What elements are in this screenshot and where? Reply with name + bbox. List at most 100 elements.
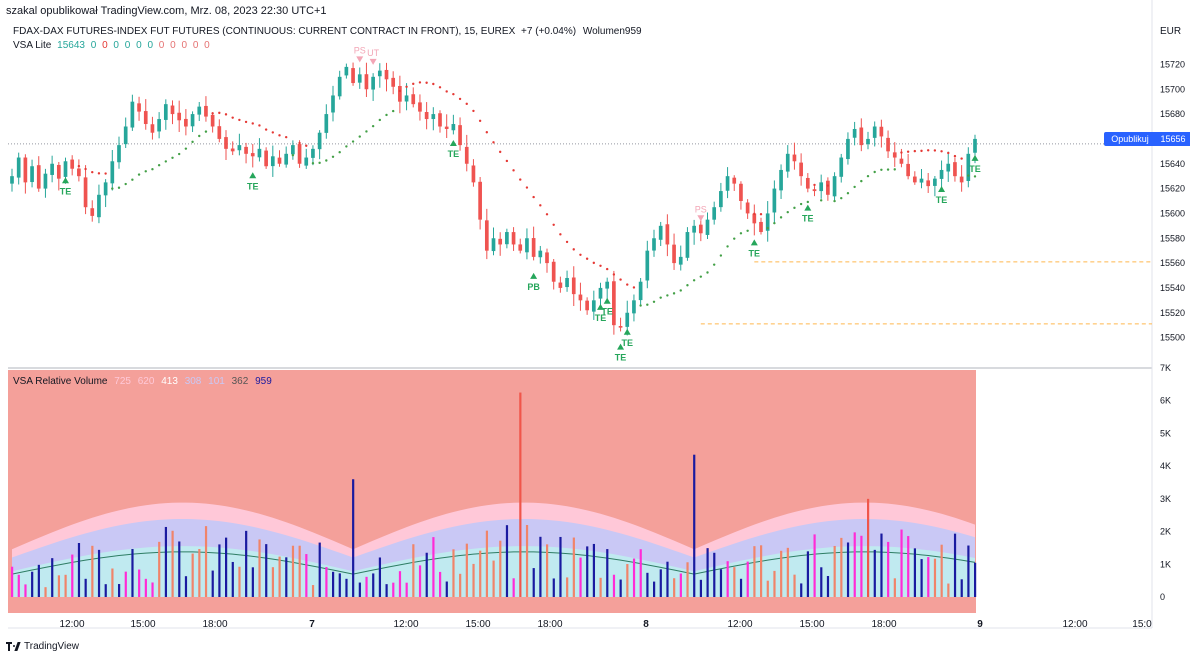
candle bbox=[304, 157, 309, 166]
volume-bar bbox=[151, 582, 154, 597]
trend-dot bbox=[599, 264, 602, 267]
candle bbox=[906, 163, 910, 177]
trend-dot bbox=[659, 296, 662, 299]
candle bbox=[324, 114, 329, 133]
volume-bar bbox=[739, 578, 743, 597]
vsa-title: VSA Relative Volume bbox=[13, 376, 108, 387]
candle bbox=[698, 224, 703, 234]
vsa-legend[interactable]: VSA Relative Volume 725 620 413 308 101 … bbox=[13, 376, 276, 387]
time-tick-label: 15:00 bbox=[130, 619, 155, 630]
trend-dot bbox=[224, 113, 228, 116]
trend-dot bbox=[472, 109, 475, 113]
time-tick-label: 7 bbox=[309, 619, 315, 630]
candle bbox=[879, 126, 884, 137]
signal-up-arrow-icon bbox=[938, 185, 946, 192]
signal-label: TE bbox=[60, 186, 72, 196]
signal-down-arrow-icon bbox=[356, 56, 364, 63]
candle bbox=[805, 177, 810, 189]
candle bbox=[725, 176, 730, 191]
candle bbox=[892, 152, 897, 158]
trend-dot bbox=[572, 248, 575, 251]
volume-bar bbox=[144, 578, 147, 597]
volume-tick-label: 1K bbox=[1160, 559, 1171, 569]
candle bbox=[277, 157, 282, 164]
volume-bar bbox=[258, 539, 261, 597]
candle bbox=[511, 232, 516, 245]
volume-tick-label: 3K bbox=[1160, 494, 1171, 504]
signal-label: TE bbox=[936, 195, 948, 205]
candle bbox=[163, 104, 168, 120]
volume-bar bbox=[118, 584, 121, 597]
trend-dot bbox=[91, 170, 94, 174]
trend-dot bbox=[545, 213, 549, 216]
volume-bar bbox=[17, 574, 20, 597]
volume-bar bbox=[733, 567, 736, 597]
candle bbox=[866, 138, 870, 145]
candle bbox=[444, 126, 449, 129]
indicator-val: 0 bbox=[204, 40, 210, 51]
price-tick-label: 15580 bbox=[1160, 233, 1185, 243]
volume-bar bbox=[291, 545, 295, 597]
trend-dot bbox=[559, 233, 562, 236]
trend-dot bbox=[278, 134, 281, 137]
publish-tag[interactable]: Opublikuj bbox=[1104, 132, 1156, 146]
volume-bar bbox=[452, 549, 455, 597]
candle bbox=[665, 224, 670, 245]
symbol-title[interactable]: FDAX-DAX FUTURES-INDEX FUT FUTURES (CONT… bbox=[13, 26, 642, 37]
candle bbox=[177, 112, 182, 121]
trend-dot bbox=[726, 245, 729, 248]
volume-bar bbox=[893, 578, 896, 597]
candle bbox=[331, 95, 335, 113]
trend-dot bbox=[452, 92, 455, 96]
volume-bar bbox=[840, 537, 843, 597]
trend-dot bbox=[712, 263, 716, 266]
vsa-legend-value: 725 bbox=[114, 376, 131, 387]
trend-dot bbox=[873, 170, 876, 174]
candle bbox=[538, 250, 543, 258]
candle bbox=[464, 146, 469, 164]
price-tick-label: 15680 bbox=[1160, 109, 1185, 119]
volume-bar bbox=[164, 526, 168, 597]
vsa-legend-value: 413 bbox=[161, 376, 178, 387]
volume-bar bbox=[780, 550, 783, 597]
trend-dot bbox=[211, 112, 214, 115]
volume-bar bbox=[472, 563, 475, 597]
candle bbox=[210, 114, 215, 127]
trend-dot bbox=[305, 144, 308, 147]
trend-dot bbox=[251, 122, 254, 125]
volume-bar bbox=[686, 562, 689, 597]
volume-bar bbox=[352, 479, 355, 597]
signal-label: TE bbox=[595, 313, 607, 323]
indicator-legend[interactable]: VSA Lite 15643 0 0 0 0 0 0 0 0 0 0 0 bbox=[13, 40, 213, 51]
trend-dot bbox=[626, 283, 629, 286]
volume-bar bbox=[646, 572, 649, 597]
candle bbox=[357, 74, 362, 83]
volume-bar bbox=[198, 549, 201, 597]
candle bbox=[424, 112, 429, 120]
volume-bar bbox=[967, 545, 970, 597]
price-tick-label: 15500 bbox=[1160, 333, 1185, 343]
trend-dot bbox=[425, 81, 428, 84]
candle bbox=[143, 111, 148, 125]
trend-dot bbox=[157, 164, 161, 167]
trend-dot bbox=[318, 161, 321, 165]
volume-bar bbox=[345, 578, 348, 597]
trend-dot bbox=[238, 118, 241, 122]
trend-dot bbox=[806, 200, 810, 204]
candle bbox=[77, 168, 81, 177]
indicator-name: VSA Lite bbox=[13, 40, 52, 51]
volume-bar bbox=[385, 584, 388, 597]
candle bbox=[90, 208, 95, 216]
candle bbox=[137, 103, 141, 112]
price-tick-label: 15720 bbox=[1160, 59, 1185, 69]
volume-bar bbox=[492, 560, 495, 597]
candle bbox=[50, 163, 54, 175]
trend-dot bbox=[191, 140, 194, 144]
time-tick-label: 15:0 bbox=[1132, 619, 1152, 630]
volume-bar bbox=[793, 574, 796, 597]
volume-bar bbox=[766, 580, 769, 597]
trend-dot bbox=[325, 159, 328, 162]
trend-dot bbox=[385, 113, 388, 117]
volume-bar bbox=[679, 573, 682, 597]
